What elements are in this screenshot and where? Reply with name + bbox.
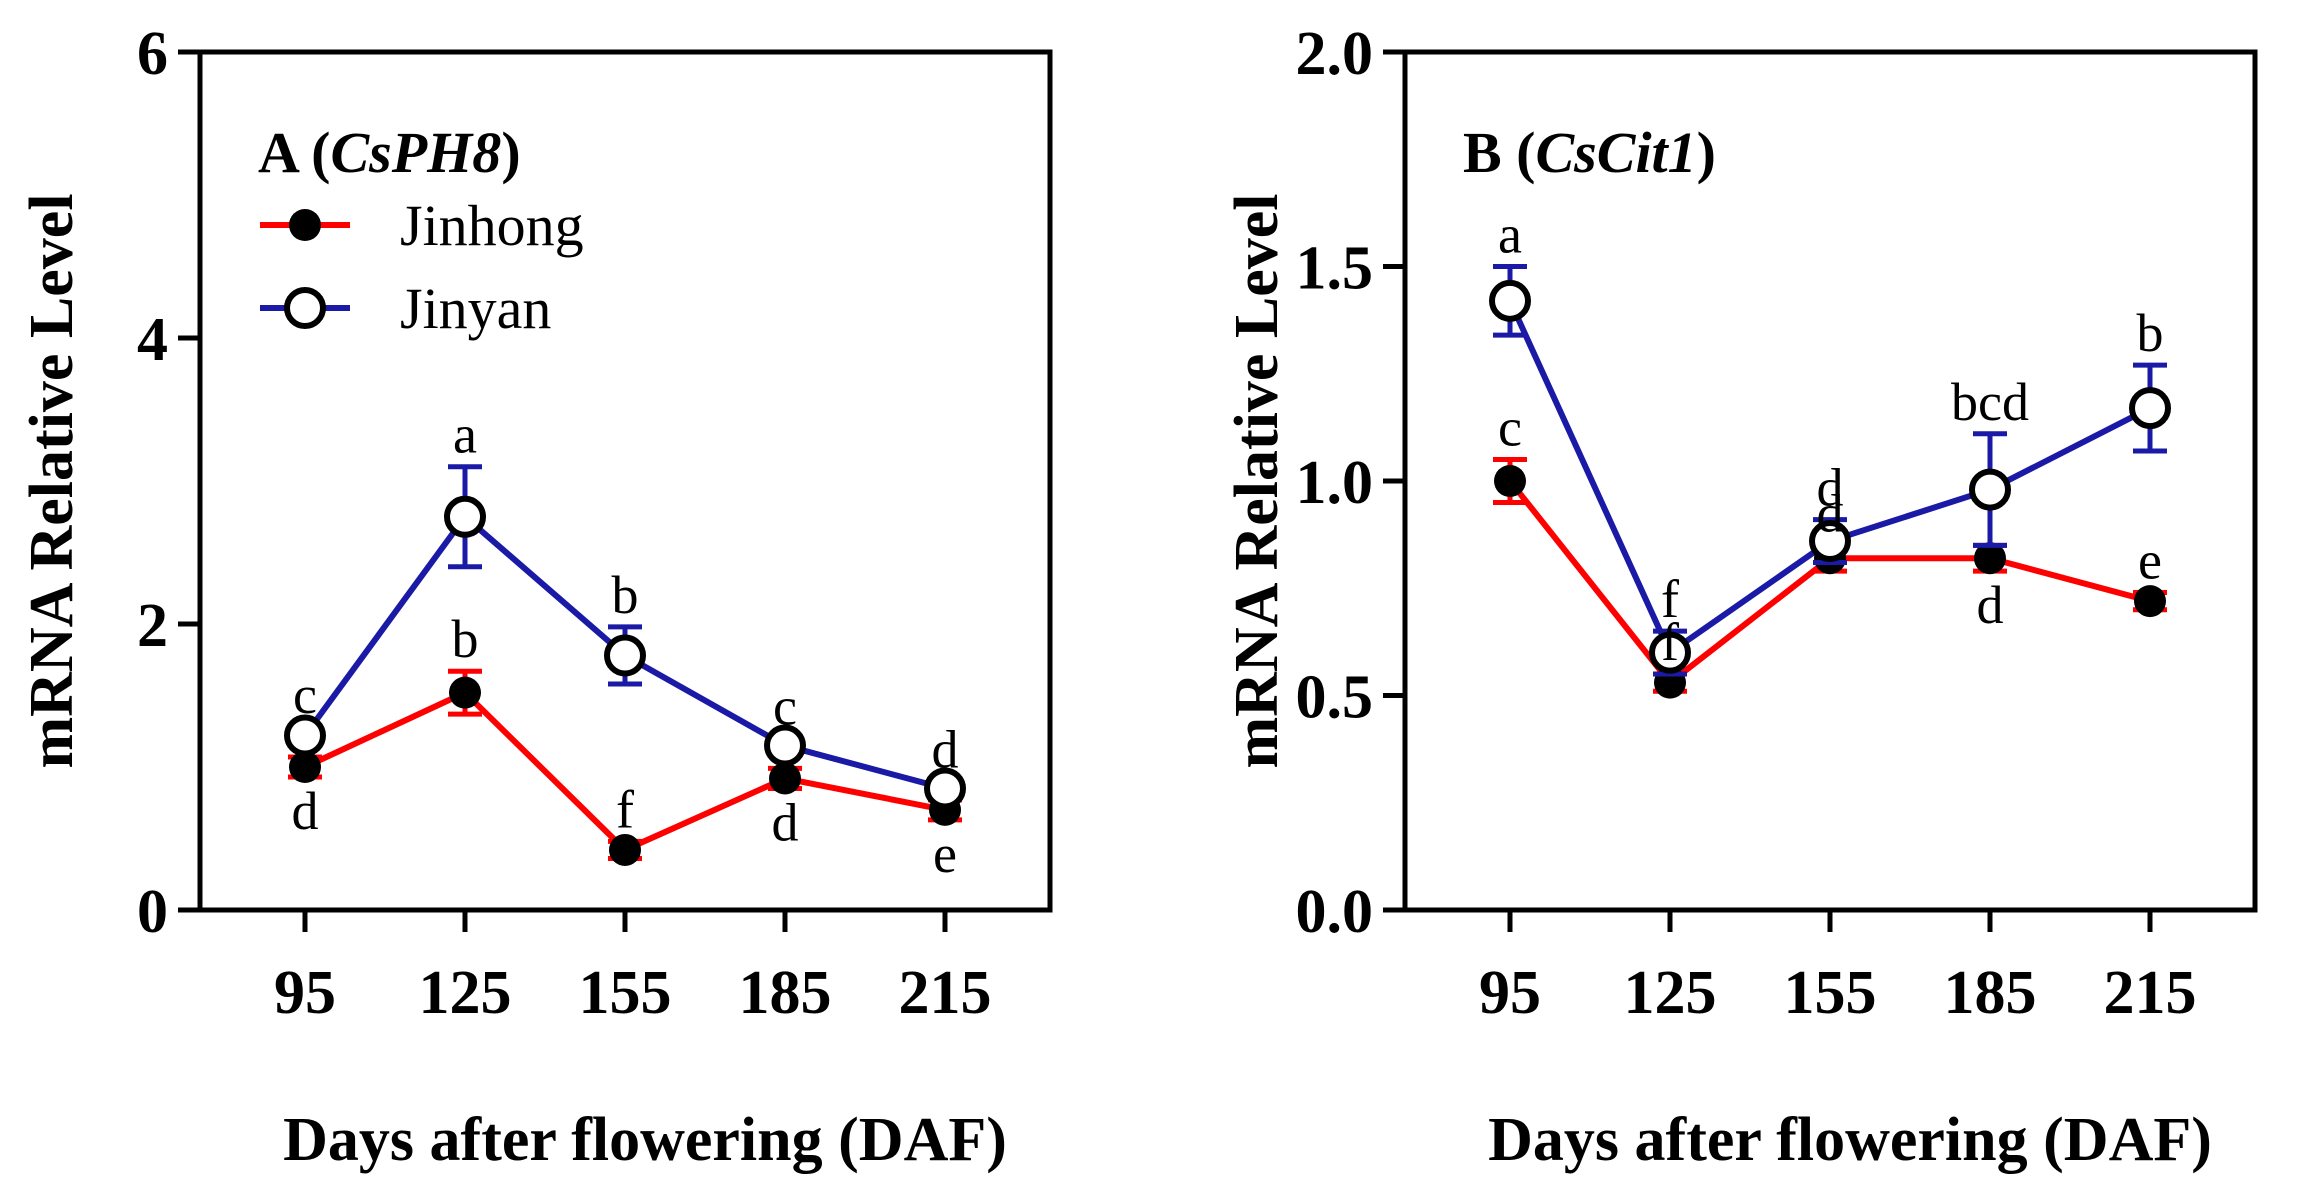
panel-b-sig-letter-jinyan: a [1498,205,1522,265]
panel-b-x-tick-label: 185 [1944,959,2037,1027]
panel-b-x-tick-label: 155 [1784,959,1877,1027]
panel-b-point-jinyan [1649,631,1691,674]
panel-a-panel-title: A (CsPH8) [258,120,521,185]
panel-a-x-tick-label: 155 [579,959,672,1027]
panel-a-x-tick-label: 215 [899,959,992,1027]
panel-a-sig-letter-jinhong: d [772,792,799,852]
panel-b-point-jinyan [1969,468,2011,511]
panel-a-point-jinhong [769,762,801,795]
panel-b-sig-letter-jinyan: b [2137,303,2164,363]
panel-a-sig-letter-jinyan: b [612,565,639,625]
panel-b-y-tick-label: 0.0 [1296,878,1374,946]
panel-b-x-axis-title: Days after flowering (DAF) [1488,1106,2212,1174]
panel-a-x-axis-title: Days after flowering (DAF) [283,1106,1007,1174]
panel-a-point-jinhong [289,751,321,783]
panel-a-sig-letter-jinyan: a [453,405,477,465]
panel-a-point-jinyan [604,634,646,677]
panel-b-point-jinyan [2129,387,2171,430]
panel-a-x-tick-label: 185 [739,959,832,1027]
panel-a-sig-letter-jinyan: d [932,719,959,779]
panel-a-chart: 0 2 4 6 95 125 155 185 215 Days after flowering (… [18,20,1053,1174]
panel-a-y-axis-title: mRNA Relative Level [18,193,86,768]
panel-b-point-jinhong [1974,542,2006,575]
panel-a-y-tick-label: 2 [137,592,168,660]
panel-b-chart: 0.0 0.5 1.0 1.5 2.0 95 125 155 185 215 Days after … [1223,20,2258,1174]
panel-a-sig-letter-jinhong: d [292,781,319,841]
panel-a-point-jinhong [449,676,481,709]
panel-b-y-tick-label: 2.0 [1296,20,1374,88]
panel-b-panel-title: B (CsCit1) [1463,120,1716,185]
panel-a-point-jinyan [284,714,326,757]
panel-b-y-axis-title: mRNA Relative Level [1223,193,1291,768]
panel-b-gene-name: CsCit1 [1536,120,1697,185]
panel-a-y-tick-label: 6 [137,20,168,88]
panel-b-x-tick-label: 125 [1624,959,1717,1027]
panel-a-x-tick-label: 125 [419,959,512,1027]
panel-b-sig-letter-jinyan: bcd [1951,372,2029,432]
panel-b-sig-letter-jinhong: d [1977,575,2004,635]
panel-b-y-tick-label: 1.5 [1296,235,1374,303]
panel-a-sig-letter-jinhong: e [933,824,957,884]
panel-a-y-tick-label: 0 [137,878,168,946]
panel-a-point-jinyan [924,767,966,810]
panel-a-point-jinyan [444,495,486,538]
panel-b-sig-letter-jinyan: d [1817,458,1844,518]
legend-marker-jinhong [289,209,321,241]
panel-b-point-jinhong [1494,465,1526,497]
panel-b-sig-letter-jinyan: f [1661,569,1679,629]
panel-b-point-jinhong [2134,585,2166,618]
panel-b-y-tick-label: 1.0 [1296,449,1374,517]
panel-a-sig-letter-jinhong: f [616,779,634,839]
panel-a-legend: Jinhong Jinyan [260,193,584,341]
panel-b-x-tick-label: 95 [1479,959,1541,1027]
panel-a-sig-letter-jinyan: c [773,676,797,736]
legend-label-jinyan: Jinyan [400,276,551,341]
panel-b-sig-letter-jinhong: e [2138,531,2162,591]
panel-a-x-tick-label: 95 [274,959,336,1027]
legend-marker-jinyan [284,287,326,329]
panel-b-sig-letter-jinhong: c [1498,398,1522,458]
panel-a-sig-letter-jinyan: c [293,665,317,725]
panel-b-sig-letter-jinhong: d [1817,483,1844,543]
panel-b-point-jinyan [1489,279,1531,322]
panel-a-point-jinhong [609,833,641,866]
panel-a-point-jinyan [764,724,806,767]
panel-b-point-jinyan [1809,520,1851,563]
panel-b-sig-letter-jinhong: f [1661,612,1679,672]
panel-a-sig-letter-jinhong: b [452,609,479,669]
panel-b-x-tick-label: 215 [2104,959,2197,1027]
panel-a-gene-name: CsPH8 [331,120,502,185]
legend-label-jinhong: Jinhong [400,193,584,258]
panel-a-y-tick-label: 4 [137,306,168,374]
panel-b-y-tick-label: 0.5 [1296,664,1374,732]
